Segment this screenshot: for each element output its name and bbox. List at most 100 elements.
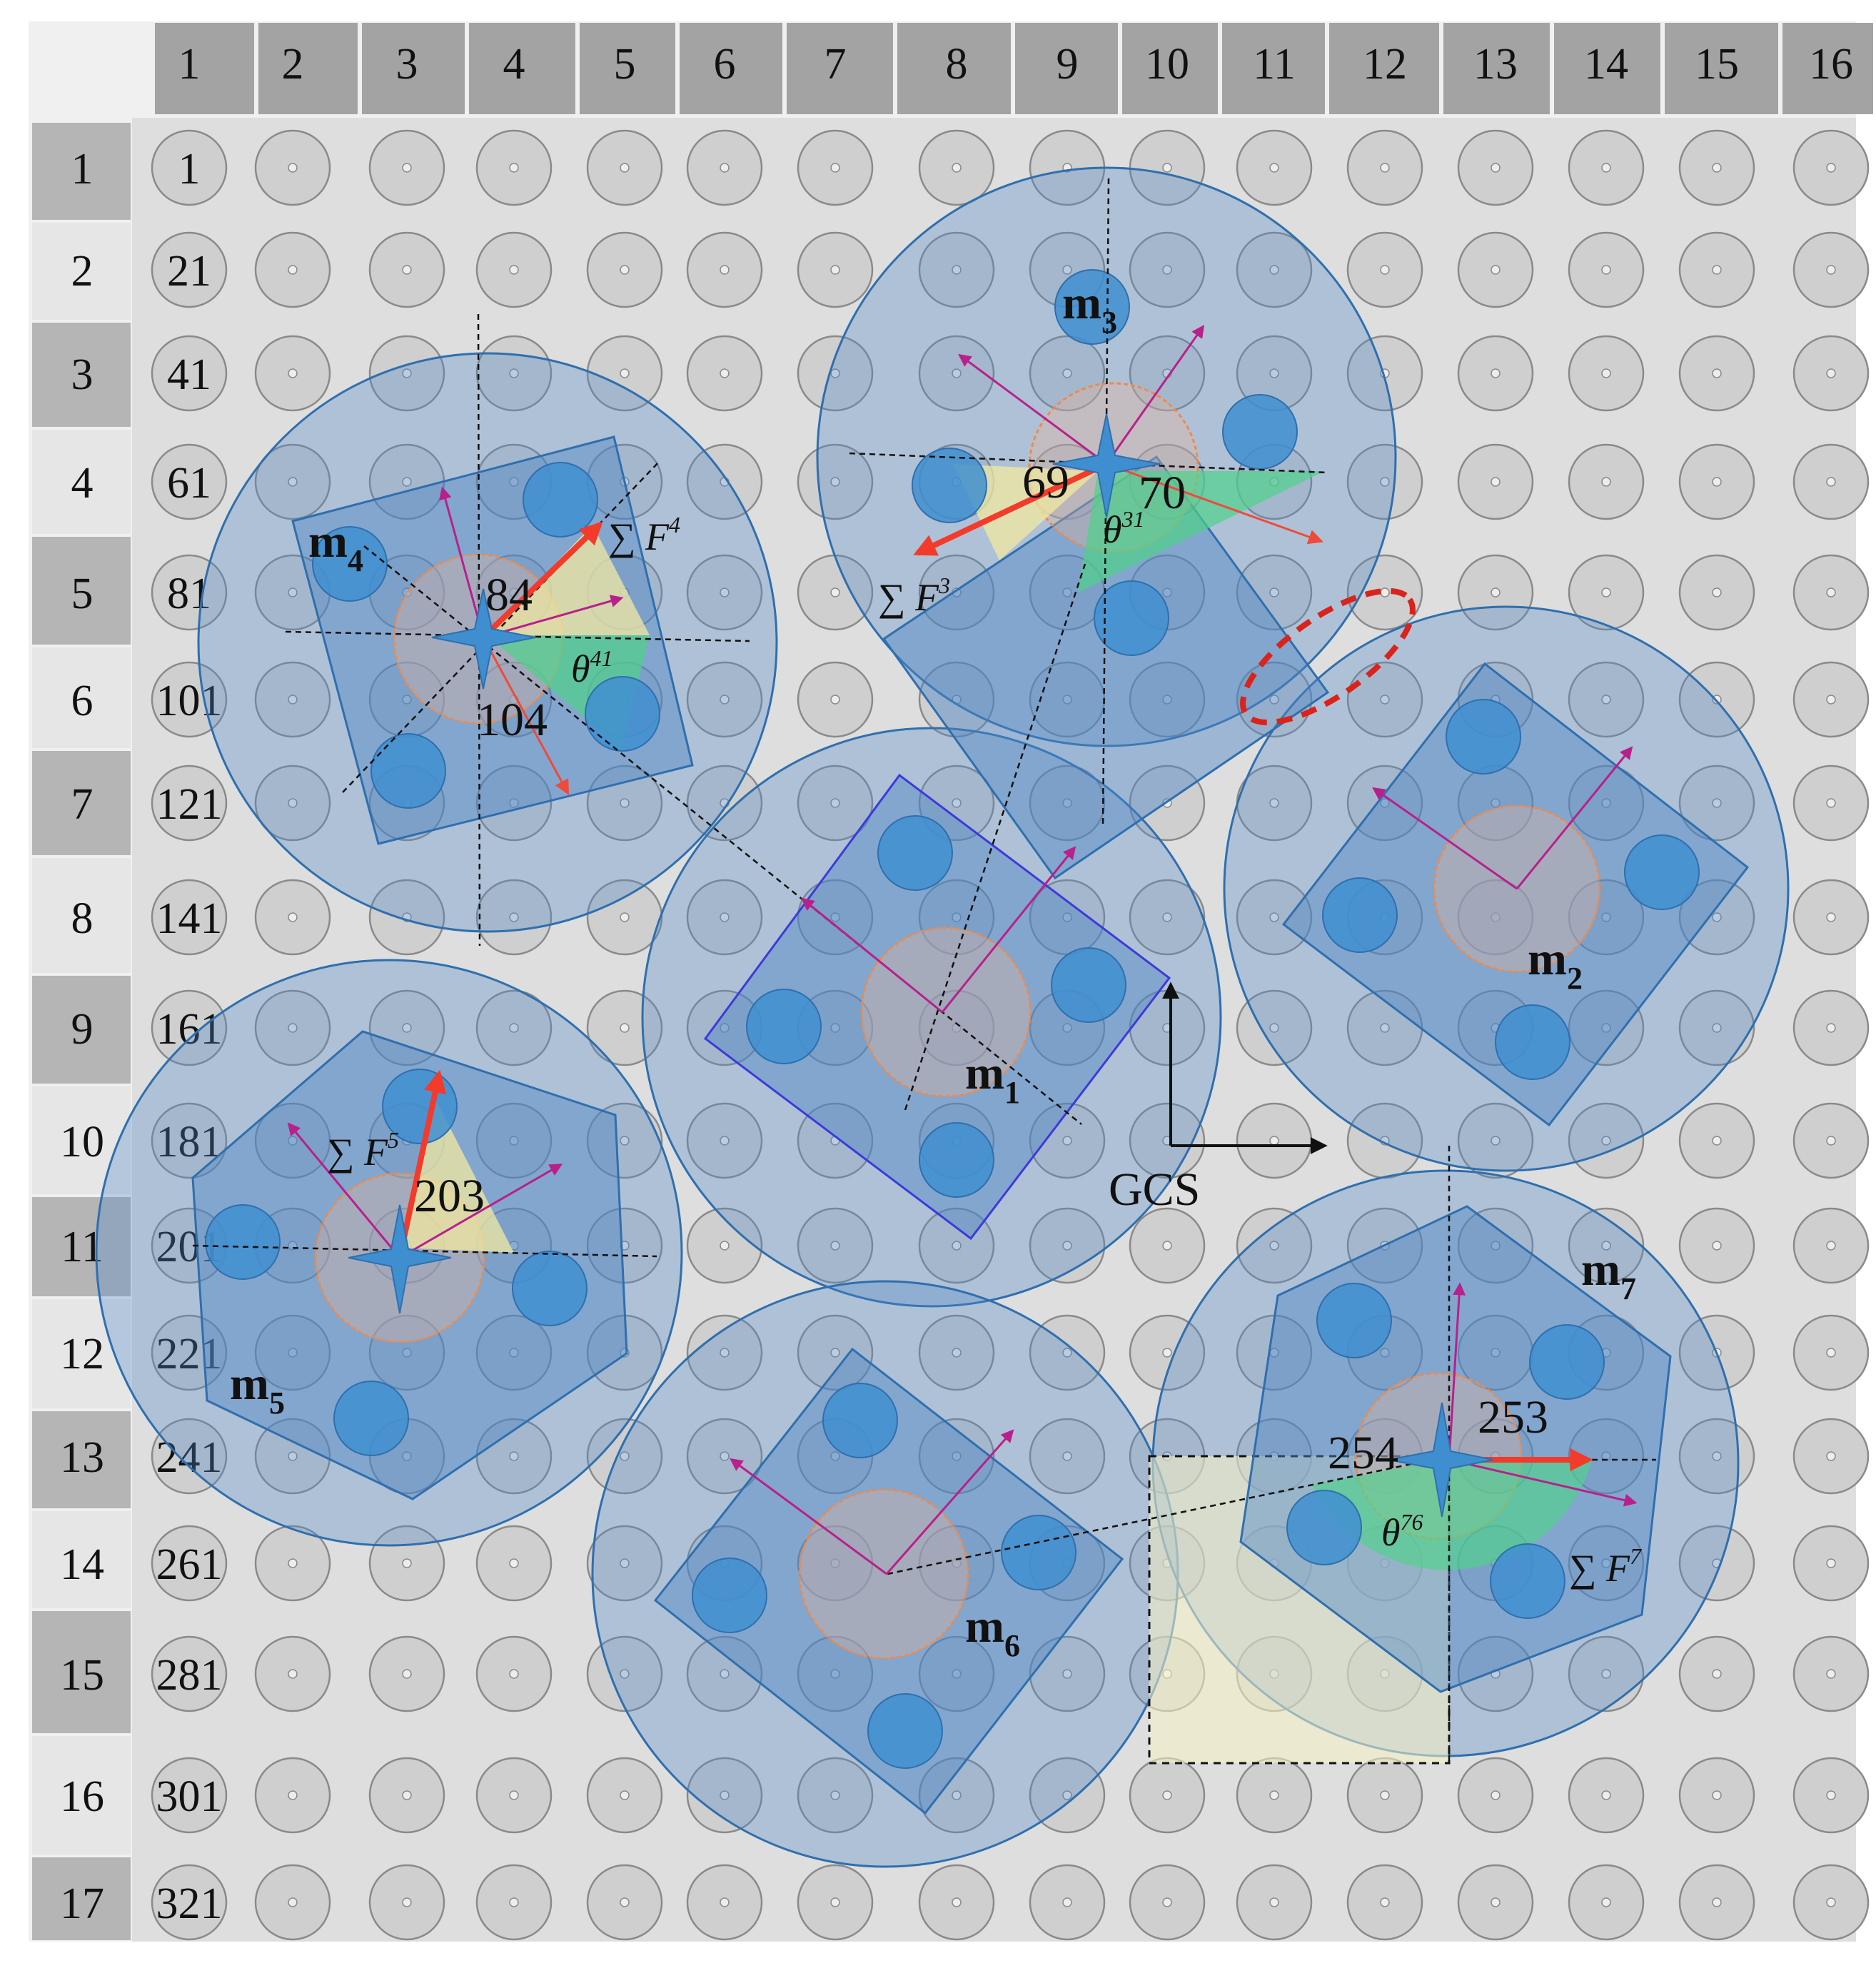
grid-cell (686, 1757, 763, 1834)
grid-cell (1568, 129, 1645, 206)
grid-cell (1792, 129, 1870, 206)
column-header-cell (1665, 23, 1778, 114)
grid-cell (1457, 1207, 1534, 1284)
column-header-label: 8 (946, 40, 968, 89)
cell-label-69: 69 (1022, 456, 1069, 508)
grid-cell: 41 (151, 335, 228, 412)
grid-cell (1457, 1757, 1534, 1834)
grid-cell (686, 879, 763, 956)
row-header-cell (32, 1197, 131, 1296)
cell-label-84: 84 (485, 569, 533, 621)
force-label-5: ∑ F5 (327, 1127, 399, 1174)
grid-cell (368, 989, 445, 1066)
grid-cell (368, 879, 445, 956)
grid-cell (1568, 879, 1645, 956)
cell-id-label: 1 (178, 145, 201, 193)
grid-cell (686, 335, 763, 412)
column-headers: 1 2 3 4 5 6 7 8 9 10 11 12 13 14 15 16 (155, 23, 1873, 114)
grid-cell (1678, 879, 1755, 956)
grid-cell: 1 (151, 129, 228, 206)
grid-cell (1792, 554, 1870, 631)
grid-cell: 261 (151, 1525, 228, 1602)
row-header-cell (32, 1086, 131, 1194)
grid-cell (1792, 335, 1870, 412)
grid-cell (1792, 1102, 1870, 1179)
column-header-label: 16 (1809, 40, 1853, 89)
row-header-cell (32, 223, 131, 320)
grid-cell (1129, 1864, 1206, 1941)
grid-cell (1678, 129, 1755, 206)
row-header-label: 8 (71, 894, 94, 943)
grid-cell (797, 1864, 874, 1941)
grid-cell (254, 1864, 331, 1941)
angle-label-76: θ76 (1381, 1509, 1423, 1554)
grid-cell (1792, 1525, 1870, 1602)
module-3-shape (882, 455, 1330, 880)
column-header-cell (258, 23, 358, 114)
grid-cell (586, 1102, 663, 1179)
grid-cell (586, 1418, 663, 1495)
grid-cell (1457, 1102, 1534, 1179)
grid-cell (686, 443, 763, 520)
row-header-cell (32, 647, 131, 748)
grid-cell (1236, 231, 1313, 308)
grid-cell (797, 1635, 874, 1712)
star-markers (348, 413, 1494, 1518)
wedge-7a (1312, 1460, 1592, 1570)
grid-cell (586, 1864, 663, 1941)
grid-cell (1678, 1102, 1755, 1179)
grid-cell (1236, 1757, 1313, 1834)
grid-cell (1568, 1864, 1645, 1941)
grid-cell (586, 335, 663, 412)
grid-cell: 141 (151, 879, 228, 956)
grid-cell (586, 231, 663, 308)
labels: m3 m4 m1 m2 m5 m6 m7 84 104 69 70 203 25… (230, 277, 1643, 1663)
grid-cell (254, 1525, 331, 1602)
grid-cell (1129, 1757, 1206, 1834)
grid-cell (1568, 1418, 1645, 1495)
grid-cell (1792, 661, 1870, 738)
column-header-cell (1554, 23, 1660, 114)
grid-cell (1457, 879, 1534, 956)
cell-id-label: 181 (156, 1118, 223, 1166)
grid-cell (1346, 231, 1423, 308)
module-2-label: m2 (1528, 933, 1583, 996)
column-header-label: 5 (614, 40, 636, 89)
grid-cell (1678, 1635, 1755, 1712)
grid-cell (1029, 1757, 1106, 1834)
row-header-cell (32, 537, 131, 645)
grid-cell (1792, 879, 1870, 956)
module-2-shape (1281, 662, 1750, 1127)
grid-cell (1236, 879, 1313, 956)
grid-cell (686, 1102, 763, 1179)
grid-cell (1346, 1864, 1423, 1941)
column-header-cell (580, 23, 675, 114)
row-header-label: 5 (71, 570, 94, 618)
cell-id-label: 101 (156, 677, 223, 725)
grid-cell (1568, 335, 1645, 412)
grid-cell (1792, 1864, 1870, 1941)
grid-cell (918, 1314, 995, 1391)
grid-cell (475, 335, 553, 412)
column-header-cell (1122, 23, 1218, 114)
row-header-label: 13 (60, 1433, 104, 1482)
grid-cell (475, 1525, 553, 1602)
row-header-label: 7 (71, 780, 94, 829)
grid-cell (1568, 554, 1645, 631)
grid-cell: 121 (151, 764, 228, 842)
highlight-ellipse (1240, 587, 1416, 726)
grid-cell (1346, 1757, 1423, 1834)
cell-id-label: 61 (167, 459, 211, 508)
cell-id-label: 141 (156, 894, 223, 943)
row-header-label: 14 (60, 1540, 104, 1589)
column-header-label: 13 (1473, 40, 1518, 89)
grid-cell (1029, 1207, 1106, 1284)
grid-cell (1568, 1757, 1645, 1834)
module-6-ring (798, 1488, 969, 1660)
module-6-shape (653, 1347, 1124, 1815)
grid-cell (686, 989, 763, 1066)
grid-cell (475, 129, 553, 206)
row-header-label: 16 (60, 1772, 104, 1821)
